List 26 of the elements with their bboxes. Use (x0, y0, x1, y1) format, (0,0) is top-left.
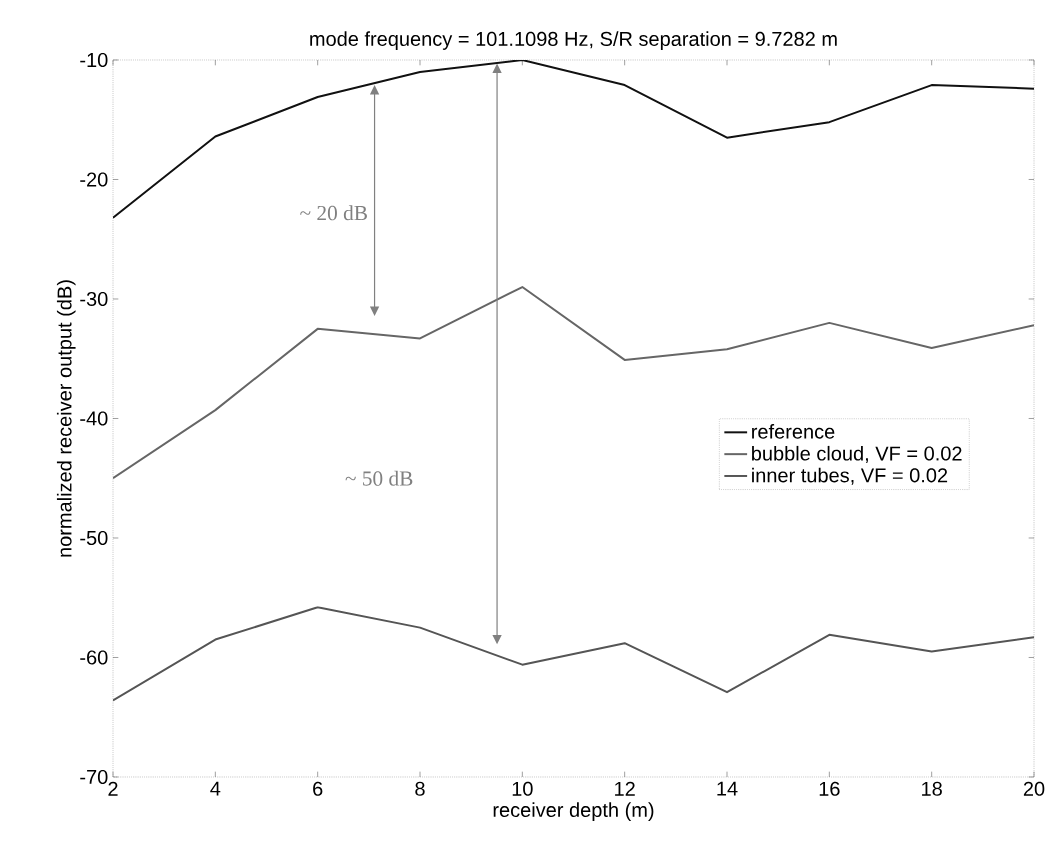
x-tick-label: 16 (819, 781, 840, 796)
y-tick-label: -50 (80, 530, 108, 546)
y-tick-label: -40 (80, 411, 108, 426)
x-tick-label: 14 (717, 781, 738, 796)
x-tick-label: 2 (108, 781, 118, 796)
x-axis-title: receiver depth (m) (493, 802, 654, 821)
x-tick-label: 8 (415, 781, 425, 796)
y-tick-label: -60 (80, 650, 108, 665)
legend-label: inner tubes, VF = 0.02 (752, 467, 948, 485)
annotation: ~ 20 dB (300, 205, 367, 221)
x-tick-label: 20 (1023, 781, 1045, 796)
y-tick-label: -30 (80, 291, 108, 307)
x-tick-label: 18 (922, 781, 942, 796)
y-tick-label: -10 (80, 52, 108, 68)
line-series (113, 59, 1034, 219)
x-tick-label: 10 (512, 781, 533, 796)
x-tick-label: 6 (313, 781, 323, 796)
x-tick-label: 4 (210, 781, 221, 796)
legend-label: bubble cloud, VF = 0.02 (752, 445, 962, 463)
y-tick-label: -20 (80, 172, 108, 187)
x-tick-label: 12 (615, 781, 635, 796)
annotation: ~ 50 dB (345, 470, 413, 486)
y-axis-title: normalized receiver output (dB) (56, 280, 76, 557)
chart-title: mode frequency = 101.1098 Hz, S/R separation = 9.7282 m (310, 31, 837, 50)
y-tick-label: -70 (80, 769, 108, 785)
legend-label: reference (752, 424, 835, 439)
